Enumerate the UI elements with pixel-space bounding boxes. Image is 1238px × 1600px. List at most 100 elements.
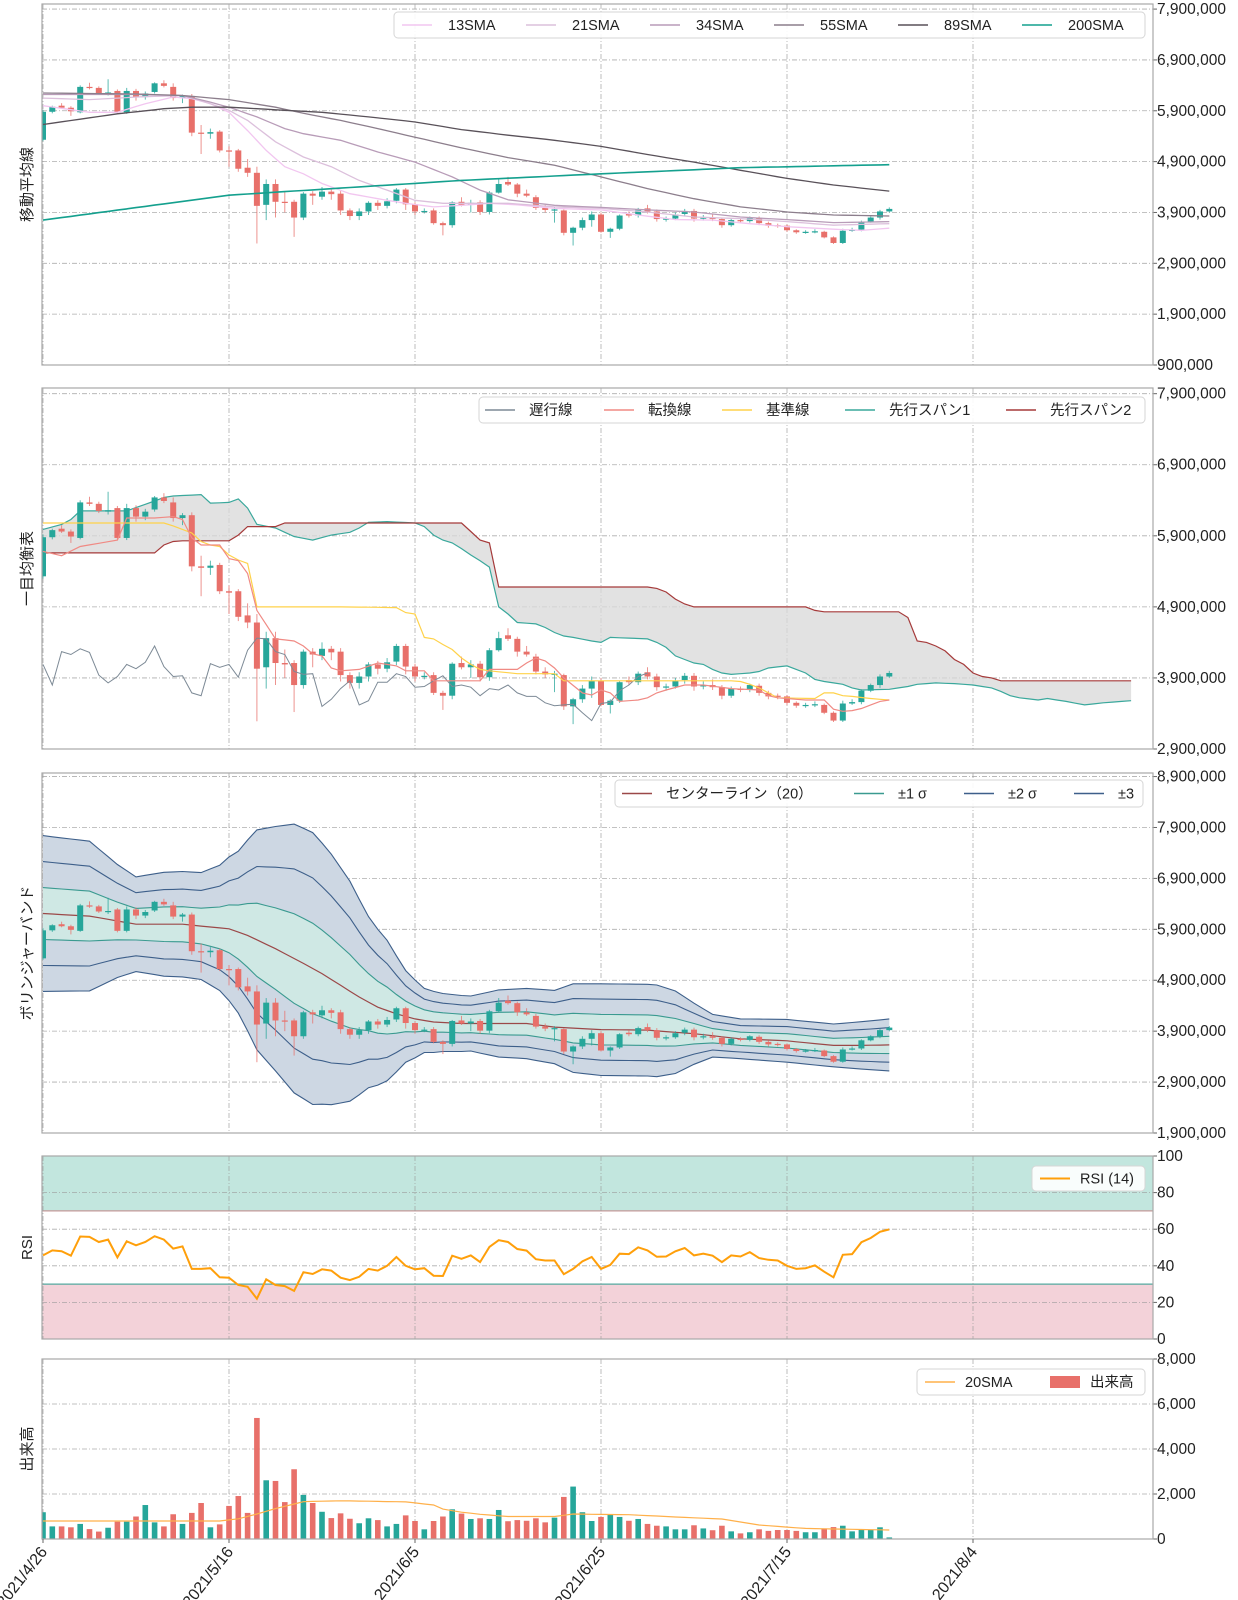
legend-item: 先行スパン2	[1006, 402, 1131, 419]
x-tick-label: 2021/6/25	[552, 1544, 609, 1600]
band-lower-2-sigma	[42, 955, 890, 1066]
volume-bar	[254, 1417, 260, 1539]
candle-body	[551, 209, 558, 211]
candle-body	[226, 969, 232, 971]
candle	[811, 1047, 818, 1053]
candle	[49, 528, 56, 540]
volume-bar	[616, 1516, 623, 1539]
candle-body	[374, 1021, 381, 1025]
candle	[830, 1055, 837, 1063]
legend-label: 200SMA	[1068, 18, 1124, 34]
volume-bar	[263, 1480, 269, 1539]
candle-body	[142, 912, 149, 916]
legend-label: ±1 σ	[898, 787, 927, 803]
candle	[877, 674, 883, 688]
volume-bar	[523, 1520, 530, 1539]
volume-bar	[570, 1486, 576, 1539]
candle	[346, 1027, 353, 1039]
legend-item: 55SMA	[774, 18, 868, 34]
candle	[207, 947, 214, 958]
candle-body	[718, 219, 725, 226]
candle	[319, 642, 325, 661]
candle	[551, 207, 558, 223]
candle	[765, 1040, 772, 1047]
candle	[160, 493, 167, 504]
legend-label: ±3	[1118, 787, 1134, 803]
candle-body	[384, 1019, 391, 1025]
candle	[272, 998, 279, 1037]
candle	[858, 1039, 865, 1051]
candle	[774, 1042, 781, 1047]
candle-body	[263, 638, 270, 668]
band-fill-1-sigma	[43, 887, 890, 1054]
candle-body	[105, 510, 112, 512]
candle	[235, 589, 242, 622]
legend-item: 基準線	[722, 402, 810, 419]
candle-body	[430, 1029, 437, 1042]
candle	[858, 689, 865, 705]
candle	[616, 214, 623, 231]
candle	[598, 1031, 604, 1052]
volume-bar	[142, 1505, 149, 1539]
y-tick-label: 20	[1157, 1294, 1175, 1311]
candle	[560, 209, 567, 236]
candle-body	[570, 1046, 577, 1052]
candle	[802, 1048, 809, 1053]
candle	[439, 690, 446, 710]
y-tick-label: 3,900,000	[1157, 1023, 1226, 1040]
candle-body	[495, 183, 502, 193]
panel-sma: 900,000 1,900,000 2,900,000 3,900,000 4,900,…	[19, 1, 1226, 374]
candle-body	[542, 1026, 549, 1029]
candle-body	[365, 664, 372, 677]
candle-body	[226, 591, 232, 593]
candle-body	[114, 909, 121, 931]
candle-body	[300, 193, 307, 218]
candle-body	[458, 663, 465, 668]
leading-span-1-line	[42, 493, 1132, 706]
candle	[188, 512, 195, 572]
candle	[709, 1032, 716, 1040]
band-lower-3-sigma	[42, 971, 890, 1106]
candle-body	[784, 1044, 790, 1049]
candle-body	[253, 991, 260, 1025]
candle	[151, 496, 158, 512]
candle-body	[495, 638, 502, 651]
candle-body	[514, 638, 521, 652]
y-tick-label: 6,900,000	[1157, 52, 1226, 69]
volume-bar	[802, 1532, 809, 1539]
candle-body	[439, 223, 446, 226]
candle-body	[570, 699, 577, 707]
candle	[784, 224, 790, 232]
candle	[235, 967, 242, 991]
candle	[886, 207, 893, 213]
y-tick-label: 80	[1157, 1185, 1175, 1202]
candle-body	[309, 193, 316, 196]
candle-body	[49, 925, 56, 931]
legend-box	[916, 1368, 1146, 1396]
volume-bar	[635, 1518, 641, 1539]
candle-body	[235, 969, 242, 988]
volume-bar	[774, 1530, 781, 1539]
candle-body	[514, 184, 521, 194]
candle	[532, 1013, 539, 1029]
candle-body	[746, 1036, 753, 1040]
candle-body	[95, 906, 102, 912]
candle	[291, 660, 298, 713]
volume-bar	[514, 1520, 521, 1539]
volume-bar	[430, 1521, 437, 1539]
candle	[402, 643, 409, 675]
legend-label: 13SMA	[448, 18, 496, 34]
candle-body	[811, 231, 818, 233]
candle-body	[830, 1056, 837, 1062]
candle-body	[839, 703, 846, 721]
candle	[756, 1035, 763, 1044]
candle-body	[551, 1028, 558, 1030]
volume-bar	[337, 1513, 344, 1539]
candle-body	[486, 192, 493, 212]
candle	[263, 631, 270, 689]
plot-frame	[41, 3, 1154, 366]
candle	[58, 525, 65, 533]
candle-body	[105, 910, 112, 913]
legend-item: 遅行線	[485, 402, 573, 419]
volume-bar	[319, 1511, 325, 1539]
